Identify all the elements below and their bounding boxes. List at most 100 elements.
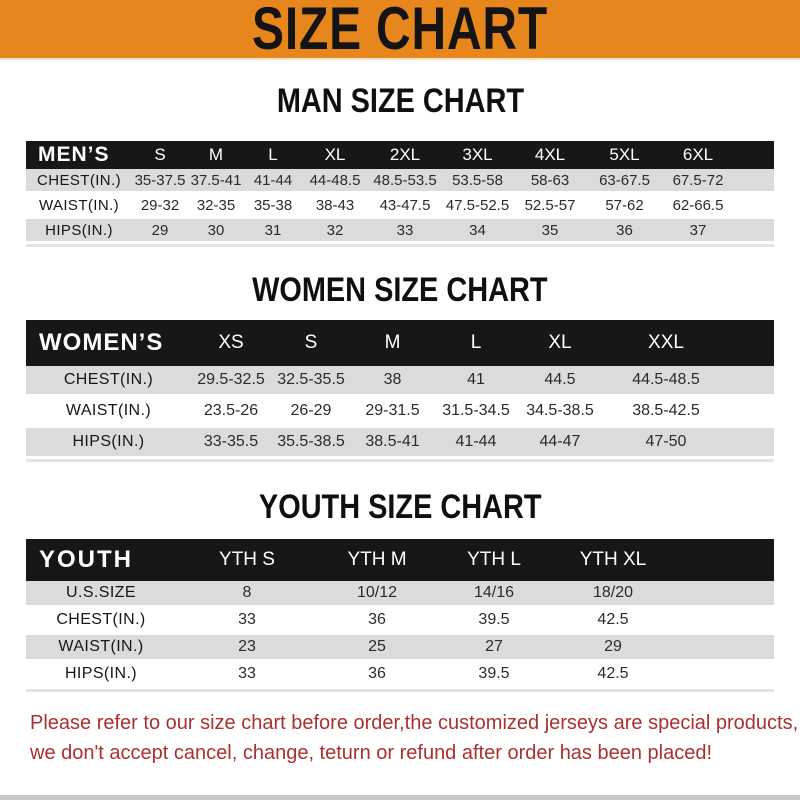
cell: 37.5-41 bbox=[188, 169, 244, 194]
cell: 32.5-35.5 bbox=[271, 366, 351, 397]
cell bbox=[734, 194, 774, 219]
cell: 31.5-34.5 bbox=[434, 397, 518, 428]
men-row-waist-in: WAIST(IN.) 29-32 32-35 35-38 38-43 43-47.5 47.… bbox=[26, 194, 774, 219]
women-size-table: WOMEN’S XS S M L XL XXL CHEST(IN.) 29.5-32.5 32.5… bbox=[26, 320, 774, 462]
women-section-heading-text: WOMEN SIZE CHART bbox=[252, 271, 548, 309]
banner-title: SIZE CHART bbox=[252, 0, 548, 62]
cell: 35 bbox=[513, 219, 587, 244]
women-row-hips-in: HIPS(IN.) 33-35.5 35.5-38.5 38.5-41 41-44 44-… bbox=[26, 428, 774, 459]
cell: 44-47 bbox=[518, 428, 602, 459]
youth-col-header-yth-s: YTH S bbox=[176, 539, 318, 581]
women-section-heading: WOMEN SIZE CHART bbox=[0, 271, 800, 310]
women-row-chest-in: CHEST(IN.) 29.5-32.5 32.5-35.5 38 41 44.5 44.5… bbox=[26, 366, 774, 397]
youth-col-header-spacer bbox=[674, 539, 774, 581]
cell: 63-67.5 bbox=[587, 169, 662, 194]
cell: 37 bbox=[662, 219, 734, 244]
cell: 57-62 bbox=[587, 194, 662, 219]
youth-col-header-yth-xl: YTH XL bbox=[552, 539, 674, 581]
women-col-header-spacer bbox=[730, 320, 774, 366]
cell: 44.5-48.5 bbox=[602, 366, 730, 397]
men-col-header-4xl: 4XL bbox=[513, 141, 587, 169]
youth-header-row: YOUTH YTH S YTH M YTH L YTH XL bbox=[26, 539, 774, 581]
cell: 29 bbox=[132, 219, 188, 244]
cell: 42.5 bbox=[552, 608, 674, 635]
cell bbox=[730, 397, 774, 428]
cell bbox=[730, 366, 774, 397]
men-col-header-3xl: 3XL bbox=[442, 141, 513, 169]
women-header-row: WOMEN’S XS S M L XL XXL bbox=[26, 320, 774, 366]
men-col-header-5xl: 5XL bbox=[587, 141, 662, 169]
men-row-chest-in: CHEST(IN.) 35-37.5 37.5-41 41-44 44-48.5 48.5… bbox=[26, 169, 774, 194]
women-col-header-s: S bbox=[271, 320, 351, 366]
order-notice-line-2: we don't accept cancel, change, teturn o… bbox=[30, 742, 713, 764]
youth-row-waist-in: WAIST(IN.) 23 25 27 29 bbox=[26, 635, 774, 662]
youth-section-heading: YOUTH SIZE CHART bbox=[0, 488, 800, 527]
row-label: CHEST(IN.) bbox=[26, 169, 132, 194]
youth-row-chest-in: CHEST(IN.) 33 36 39.5 42.5 bbox=[26, 608, 774, 635]
cell: 25 bbox=[318, 635, 436, 662]
cell bbox=[734, 169, 774, 194]
cell: 38.5-41 bbox=[351, 428, 434, 459]
cell bbox=[674, 608, 774, 635]
cell: 34 bbox=[442, 219, 513, 244]
women-corner-label: WOMEN’S bbox=[26, 320, 191, 366]
men-corner-label: MEN’S bbox=[26, 141, 132, 169]
row-label: CHEST(IN.) bbox=[26, 366, 191, 397]
youth-col-header-yth-m: YTH M bbox=[318, 539, 436, 581]
cell bbox=[674, 635, 774, 662]
cell bbox=[734, 219, 774, 244]
women-col-header-xxl: XXL bbox=[602, 320, 730, 366]
size-chart-banner: SIZE CHART bbox=[0, 0, 800, 60]
cell: 31 bbox=[244, 219, 302, 244]
women-col-header-l: L bbox=[434, 320, 518, 366]
women-col-header-m: M bbox=[351, 320, 434, 366]
men-col-header-m: M bbox=[188, 141, 244, 169]
row-label: HIPS(IN.) bbox=[26, 219, 132, 244]
cell: 36 bbox=[318, 608, 436, 635]
cell: 29-32 bbox=[132, 194, 188, 219]
cell: 35-38 bbox=[244, 194, 302, 219]
row-label: U.S.SIZE bbox=[26, 581, 176, 608]
cell: 18/20 bbox=[552, 581, 674, 608]
cell: 23 bbox=[176, 635, 318, 662]
cell: 33 bbox=[368, 219, 442, 244]
cell: 30 bbox=[188, 219, 244, 244]
row-label: WAIST(IN.) bbox=[26, 635, 176, 662]
women-col-header-xs: XS bbox=[191, 320, 271, 366]
cell: 23.5-26 bbox=[191, 397, 271, 428]
cell: 29.5-32.5 bbox=[191, 366, 271, 397]
youth-corner-label: YOUTH bbox=[26, 539, 176, 581]
cell: 35.5-38.5 bbox=[271, 428, 351, 459]
men-row-hips-in: HIPS(IN.) 29 30 31 32 33 34 35 36 37 bbox=[26, 219, 774, 244]
youth-row-u-s-size: U.S.SIZE 8 10/12 14/16 18/20 bbox=[26, 581, 774, 608]
cell: 27 bbox=[436, 635, 552, 662]
cell: 10/12 bbox=[318, 581, 436, 608]
cell: 48.5-53.5 bbox=[368, 169, 442, 194]
youth-row-hips-in: HIPS(IN.) 33 36 39.5 42.5 bbox=[26, 662, 774, 689]
cell: 39.5 bbox=[436, 662, 552, 689]
row-label: WAIST(IN.) bbox=[26, 397, 191, 428]
cell: 41 bbox=[434, 366, 518, 397]
cell: 33 bbox=[176, 662, 318, 689]
cell: 35-37.5 bbox=[132, 169, 188, 194]
row-label: CHEST(IN.) bbox=[26, 608, 176, 635]
row-label: HIPS(IN.) bbox=[26, 428, 191, 459]
cell: 29 bbox=[552, 635, 674, 662]
cell: 39.5 bbox=[436, 608, 552, 635]
men-col-header-xl: XL bbox=[302, 141, 368, 169]
youth-col-header-yth-l: YTH L bbox=[436, 539, 552, 581]
cell: 26-29 bbox=[271, 397, 351, 428]
cell: 41-44 bbox=[434, 428, 518, 459]
cell bbox=[674, 662, 774, 689]
cell: 32 bbox=[302, 219, 368, 244]
photo-bottom-edge bbox=[0, 795, 800, 800]
youth-size-table: YOUTH YTH S YTH M YTH L YTH XL U.S.SIZE 8 10/12… bbox=[26, 539, 774, 692]
women-col-header-xl: XL bbox=[518, 320, 602, 366]
cell bbox=[730, 428, 774, 459]
cell: 43-47.5 bbox=[368, 194, 442, 219]
women-row-waist-in: WAIST(IN.) 23.5-26 26-29 29-31.5 31.5-34.5 34… bbox=[26, 397, 774, 428]
men-col-header-l: L bbox=[244, 141, 302, 169]
cell: 52.5-57 bbox=[513, 194, 587, 219]
cell: 33-35.5 bbox=[191, 428, 271, 459]
cell: 41-44 bbox=[244, 169, 302, 194]
